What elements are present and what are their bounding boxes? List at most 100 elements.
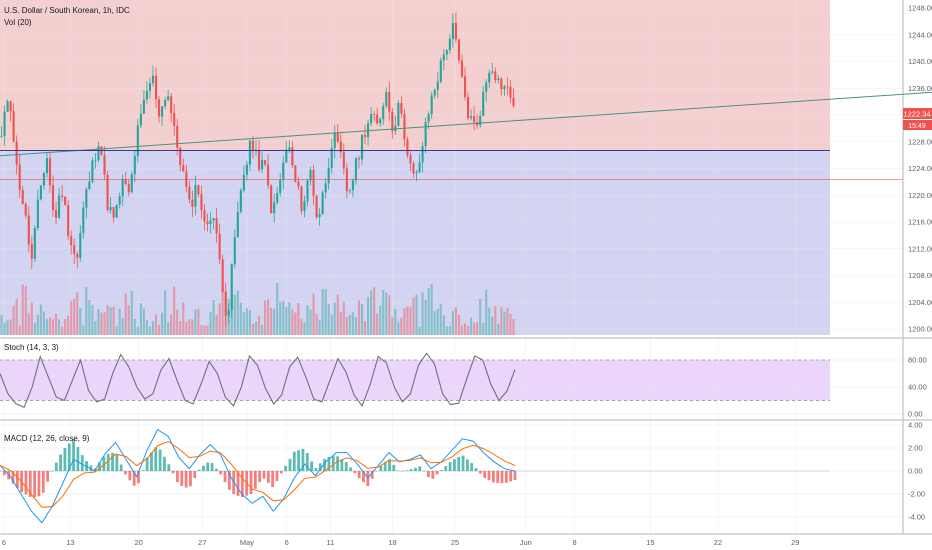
candle-body: [148, 82, 152, 92]
candle-body: [430, 95, 433, 115]
volume-bar: [403, 308, 406, 335]
volume-bar: [454, 307, 457, 335]
macd-histogram-bar: [167, 464, 171, 471]
stoch-label[interactable]: Stoch (14, 3, 3): [4, 343, 59, 352]
volume-bar: [215, 314, 218, 335]
volume-label[interactable]: Vol (20): [4, 18, 32, 27]
volume-bar: [64, 319, 67, 335]
macd-histogram-bar: [219, 471, 223, 475]
volume-bar: [327, 304, 330, 335]
macd-histogram-bar: [102, 456, 106, 471]
volume-bar: [357, 300, 361, 335]
candle-body: [170, 96, 173, 114]
time-tick-label: 18: [388, 538, 396, 547]
candle-body: [151, 75, 155, 83]
candle-body: [503, 86, 506, 90]
overlay-lines: [0, 91, 932, 180]
volume-bar: [203, 325, 206, 335]
macd-histogram-bar: [214, 468, 218, 471]
candle-body: [94, 160, 97, 161]
volume-bar: [109, 307, 112, 335]
macd-histogram-bar: [150, 452, 153, 471]
volume-bar: [285, 306, 288, 335]
candle-body: [336, 132, 339, 142]
time-tick-label: 15: [646, 538, 654, 547]
candle-body: [406, 139, 409, 156]
candle-body: [239, 190, 242, 212]
volume-bar: [306, 305, 309, 335]
candle-body: [418, 162, 421, 173]
candle-body: [233, 237, 236, 265]
price-tick-label: 1224.00: [908, 164, 932, 173]
chart-background: [0, 0, 830, 401]
candle-body: [306, 180, 309, 202]
candle-body: [300, 186, 303, 211]
volume-bar: [182, 302, 185, 335]
volume-bar: [370, 290, 373, 335]
price-tag-box: [903, 108, 932, 119]
candle-body: [45, 158, 49, 174]
candle-body: [124, 178, 127, 184]
volume-bar: [324, 289, 327, 335]
volume-bar: [470, 317, 473, 335]
candle-body: [506, 86, 509, 88]
volume-bar: [276, 283, 279, 335]
volume-bar: [376, 313, 379, 335]
candle-body: [267, 164, 270, 186]
macd-histogram-bar: [50, 470, 54, 472]
candle-body: [460, 60, 464, 77]
candle-body: [173, 113, 176, 126]
macd-histogram-bar: [85, 461, 88, 471]
volume-bar: [291, 309, 294, 335]
volume-bar: [103, 312, 106, 335]
candle-body: [221, 259, 224, 293]
volume-bar: [94, 321, 97, 335]
volume-bar: [139, 303, 142, 335]
candle-body: [303, 201, 306, 211]
candle-body: [470, 116, 473, 119]
symbol-title[interactable]: U.S. Dollar / South Korean, 1h, IDC: [4, 6, 130, 15]
macd-histogram-bar: [461, 455, 465, 471]
price-tick-label: 1204.00: [908, 298, 932, 307]
candle-body: [76, 253, 79, 258]
stoch-tick-label: 80.00: [908, 356, 927, 365]
candle-body: [488, 72, 491, 83]
stoch-k-line: [0, 352, 516, 409]
candle-body: [97, 146, 100, 161]
macd-histogram-bar: [189, 471, 192, 487]
macd-histogram-bar: [236, 471, 240, 496]
candle-body: [439, 60, 442, 82]
volume-bar: [412, 297, 415, 335]
macd-histogram-bar: [392, 464, 396, 471]
candle-body: [388, 92, 391, 112]
candle-body: [236, 211, 239, 238]
macd-label[interactable]: MACD (12, 26, close, 9): [4, 434, 90, 443]
volume-bar: [142, 307, 145, 335]
volume-bar: [294, 312, 297, 335]
volume-bar: [421, 292, 424, 335]
candle-body: [279, 180, 282, 193]
macd-histogram-bar: [176, 471, 179, 483]
macd-histogram-bar: [137, 471, 140, 484]
macd-histogram-bar: [370, 471, 374, 479]
volume-bar: [36, 314, 39, 335]
time-tick-label: 11: [326, 538, 334, 547]
macd-histogram-bar: [362, 471, 365, 483]
volume-bar: [151, 321, 155, 335]
macd-histogram-bar: [396, 470, 400, 471]
volume-bar: [194, 309, 197, 335]
volume-bar: [339, 311, 342, 335]
candle-body: [12, 111, 15, 142]
candle-body: [130, 174, 133, 193]
volume-bar: [482, 323, 485, 335]
candle-body: [282, 162, 285, 181]
macd-histogram-bar: [292, 451, 296, 471]
volume-bar: [394, 309, 397, 335]
candle-body: [9, 101, 12, 112]
macd-histogram-bar: [193, 471, 197, 479]
candlestick-series: [0, 12, 515, 327]
volume-bar: [212, 299, 215, 335]
candle-body: [382, 105, 385, 120]
candle-body: [242, 174, 245, 191]
volume-bar: [54, 313, 58, 335]
